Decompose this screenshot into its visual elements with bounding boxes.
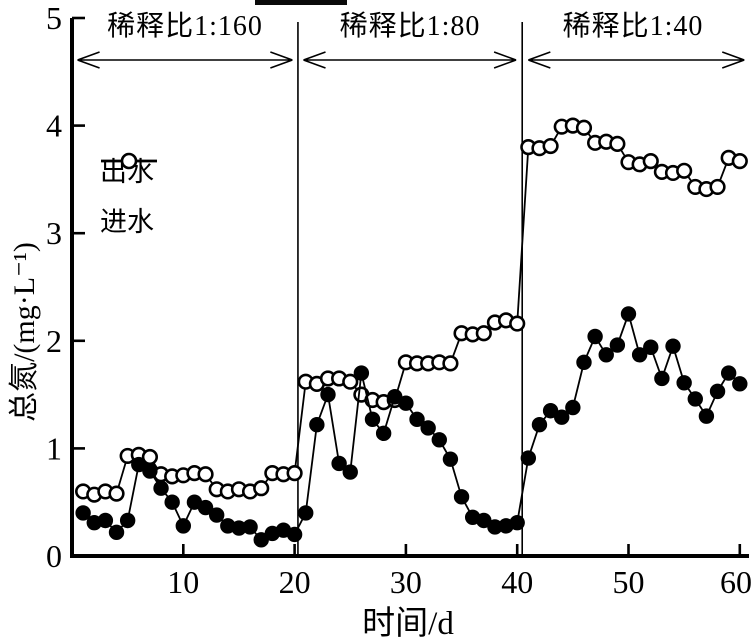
effluent-point [175,518,192,534]
influent-point [108,485,125,502]
effluent-point [587,328,603,345]
legend-label-influent: 进水 [100,207,154,237]
influent-point [286,465,303,482]
effluent-point [720,365,737,381]
effluent-point [554,409,570,425]
y-tick-label: 2 [46,323,62,359]
influent-point [475,325,492,342]
effluent-point [520,450,537,466]
effluent-point [576,354,592,371]
effluent-point [342,464,358,480]
influent-point [731,153,748,170]
effluent-point [153,480,169,496]
x-tick-label: 30 [390,564,422,600]
region-label-1-160: 稀释比1:160 [107,11,263,42]
effluent-point [420,420,436,436]
effluent-point [565,399,581,416]
y-axis-title: 总氮/(mg·L⁻¹) [8,242,41,422]
influent-point [609,135,626,152]
y-tick-label: 4 [46,108,62,144]
effluent-point [631,347,648,363]
effluent-point [97,512,114,529]
effluent-point [331,455,347,472]
effluent-point [709,383,726,400]
effluent-point [353,365,370,381]
effluent-point [531,417,548,433]
effluent-point [197,499,214,516]
effluent-point [431,432,447,448]
effluent-point [442,451,459,467]
y-tick-label: 3 [46,215,62,251]
influent-point [253,480,270,497]
effluent-point [687,391,703,407]
effluent-point [286,526,303,543]
effluent-point [732,376,748,392]
effluent-point [609,337,626,353]
effluent-point [119,512,136,529]
effluent-point [665,338,681,354]
legend-row-influent: 进水 [100,152,157,239]
effluent-point [242,519,258,535]
effluent-point [164,494,180,510]
effluent-point [75,505,91,521]
effluent-point [409,411,425,428]
y-tick-label: 5 [46,0,62,36]
y-tick-label: 1 [46,430,62,466]
axis-frame [70,18,749,558]
region-span-arrow [303,51,517,69]
effluent-point [320,386,336,403]
scan-artifact-bar [255,0,347,5]
region-span-arrow [77,51,293,69]
x-axis-title: 时间/d [362,606,454,642]
influent-point [509,315,526,332]
x-tick-label: 10 [167,564,199,600]
effluent-point [364,411,381,428]
influent-point [542,137,559,155]
y-tick-label: 0 [46,538,62,574]
effluent-point [598,347,614,363]
influent-line [82,124,741,496]
region-label-1-40: 稀释比1:40 [562,11,704,42]
effluent-point [298,505,314,521]
influent-point [575,119,593,136]
effluent-point [698,408,715,424]
influent-point [342,373,359,390]
legend: 出水 进水 [100,150,157,239]
effluent-point [108,524,125,541]
effluent-point [643,339,659,355]
effluent-point [142,463,158,479]
influent-point [442,355,459,372]
x-tick-label: 50 [613,564,645,600]
effluent-point [654,370,670,387]
influent-point [642,153,659,170]
effluent-point [398,395,414,411]
effluent-point [375,425,392,442]
effluent-point [453,489,470,505]
effluent-point [509,514,525,531]
x-tick-label: 40 [501,564,533,600]
open-circle-marker-icon [101,152,157,170]
x-tick-label: 20 [279,564,311,600]
region-span-arrow [528,51,745,69]
influent-point [676,162,693,179]
effluent-point [620,306,637,322]
effluent-point [676,375,692,391]
x-tick-label: 60 [720,564,751,600]
effluent-point [309,417,325,433]
influent-point [197,466,214,483]
influent-point [709,178,726,196]
effluent-point [208,507,225,523]
region-label-1-80: 稀释比1:80 [339,11,481,42]
